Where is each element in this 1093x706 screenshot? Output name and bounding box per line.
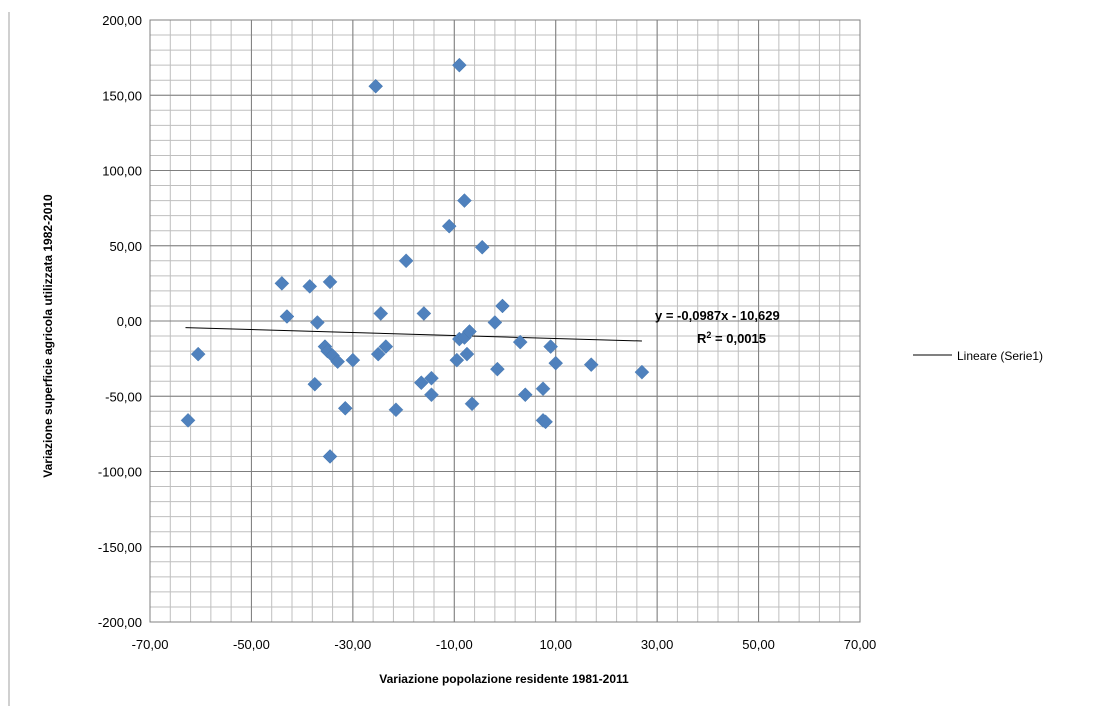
y-tick-label: -150,00 [98,540,142,555]
linear-trendline [185,327,642,342]
data-point [370,346,386,362]
data-point [512,334,528,350]
data-point [398,253,414,269]
x-tick-label: -50,00 [233,637,270,652]
data-point [464,396,480,412]
x-tick-label: 70,00 [844,637,877,652]
y-tick-label: -100,00 [98,465,142,480]
data-point [517,387,533,403]
y-axis-tick-labels: 200,00 150,00 100,00 50,00 0,00 -50,00 -100,00… [98,13,142,630]
data-point [543,339,558,354]
data-point [474,239,490,255]
y-tick-label: 200,00 [102,13,142,28]
r2-prefix: R [697,331,707,346]
data-point [310,315,325,330]
data-point [424,387,439,403]
y-tick-label: -50,00 [105,389,142,404]
x-tick-label: 50,00 [742,637,775,652]
x-axis-title: Variazione popolazione residente 1981-20… [379,672,629,686]
data-point [462,324,477,339]
top-strip [0,0,1093,12]
trendline-r-squared: R2 = 0,0015 [697,330,766,346]
y-axis-title: Variazione superficie agricola utilizzat… [41,194,55,478]
x-tick-label: -10,00 [436,637,473,652]
data-point [322,449,338,464]
x-tick-label: 30,00 [641,637,674,652]
data-point [548,355,564,371]
data-point [495,298,510,314]
data-point [583,357,599,372]
data-point [457,193,472,208]
data-point [538,414,553,430]
data-point [307,376,323,392]
y-tick-label: 100,00 [102,164,142,179]
data-point [388,402,404,418]
data-point [449,352,465,368]
plot-area-border [149,19,861,623]
data-point [490,361,505,377]
data-point [274,276,290,291]
x-tick-label: -70,00 [132,637,169,652]
data-point [441,218,457,234]
y-tick-label: 50,00 [109,239,142,254]
data-point [368,78,384,94]
data-point [302,279,318,294]
data-point [424,370,439,386]
y-tick-label: -200,00 [98,615,142,630]
trendline-equation: y = -0,0987x - 10,629 [655,308,780,323]
data-points [180,57,650,464]
data-point [345,352,361,368]
data-point [413,375,429,391]
data-point [634,364,650,380]
r2-superscript: 2 [706,330,711,340]
legend-entry-trendline: Lineare (Serie1) [957,349,1043,363]
x-axis-tick-labels: -70,00 -50,00 -30,00 -10,00 10,00 30,00 50,00 7… [132,637,877,652]
y-tick-label: 0,00 [117,314,142,329]
data-point [330,354,345,369]
data-point [378,339,394,354]
r2-value: = 0,0015 [711,331,766,346]
data-point [322,274,338,290]
x-tick-label: -30,00 [334,637,371,652]
data-point [452,57,467,73]
data-point [279,309,295,324]
data-point [459,346,475,362]
data-point [337,400,353,416]
data-point [416,306,432,321]
data-point [487,315,503,330]
data-point [190,346,206,362]
data-point [535,381,551,397]
data-point [373,306,389,321]
y-tick-label: 150,00 [102,88,142,103]
x-tick-label: 10,00 [539,637,572,652]
data-point [180,412,196,428]
